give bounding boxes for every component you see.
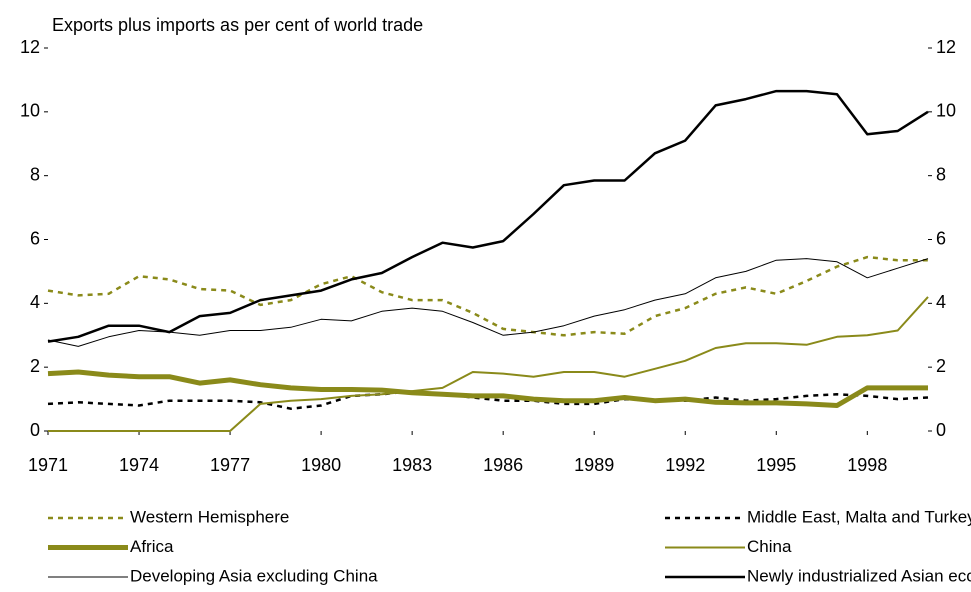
x-tick-label: 1974	[119, 455, 159, 475]
series-line	[48, 296, 929, 432]
y2-tick-label: 4	[936, 292, 946, 312]
y-tick-label: 10	[20, 101, 40, 121]
series-line	[47, 369, 928, 408]
y2-tick-label: 2	[936, 356, 946, 376]
y-tick-label: 0	[30, 420, 40, 440]
y-tick-label: 12	[20, 37, 40, 57]
x-tick-label: 1971	[28, 455, 68, 475]
y2-tick-label: 10	[936, 101, 956, 121]
x-tick-label: 1998	[847, 455, 887, 475]
series-line	[47, 389, 929, 410]
y2-tick-label: 8	[936, 164, 946, 184]
y-tick-label: 8	[30, 164, 40, 184]
series-line	[47, 255, 928, 337]
x-tick-label: 1977	[210, 455, 250, 475]
y-tick-label: 2	[30, 356, 40, 376]
x-tick-label: 1995	[756, 455, 796, 475]
series-line	[47, 89, 929, 343]
series-line	[47, 258, 929, 347]
legend-label: Western Hemisphere	[130, 507, 289, 526]
legend-label: Africa	[130, 537, 174, 556]
y-tick-label: 4	[30, 292, 40, 312]
y2-tick-label: 12	[936, 37, 956, 57]
legend-label: Middle East, Malta and Turkey	[747, 507, 971, 526]
x-tick-label: 1992	[665, 455, 705, 475]
x-tick-label: 1983	[392, 455, 432, 475]
x-tick-label: 1989	[574, 455, 614, 475]
legend-label: China	[747, 537, 792, 556]
x-tick-label: 1980	[301, 455, 341, 475]
legend-label: Developing Asia excluding China	[130, 566, 378, 585]
y-tick-label: 6	[30, 228, 40, 248]
chart-subtitle: Exports plus imports as per cent of worl…	[52, 15, 423, 35]
x-tick-label: 1986	[483, 455, 523, 475]
legend-label: Newly industrialized Asian economies	[747, 566, 971, 585]
y2-tick-label: 6	[936, 228, 946, 248]
y2-tick-label: 0	[936, 420, 946, 440]
